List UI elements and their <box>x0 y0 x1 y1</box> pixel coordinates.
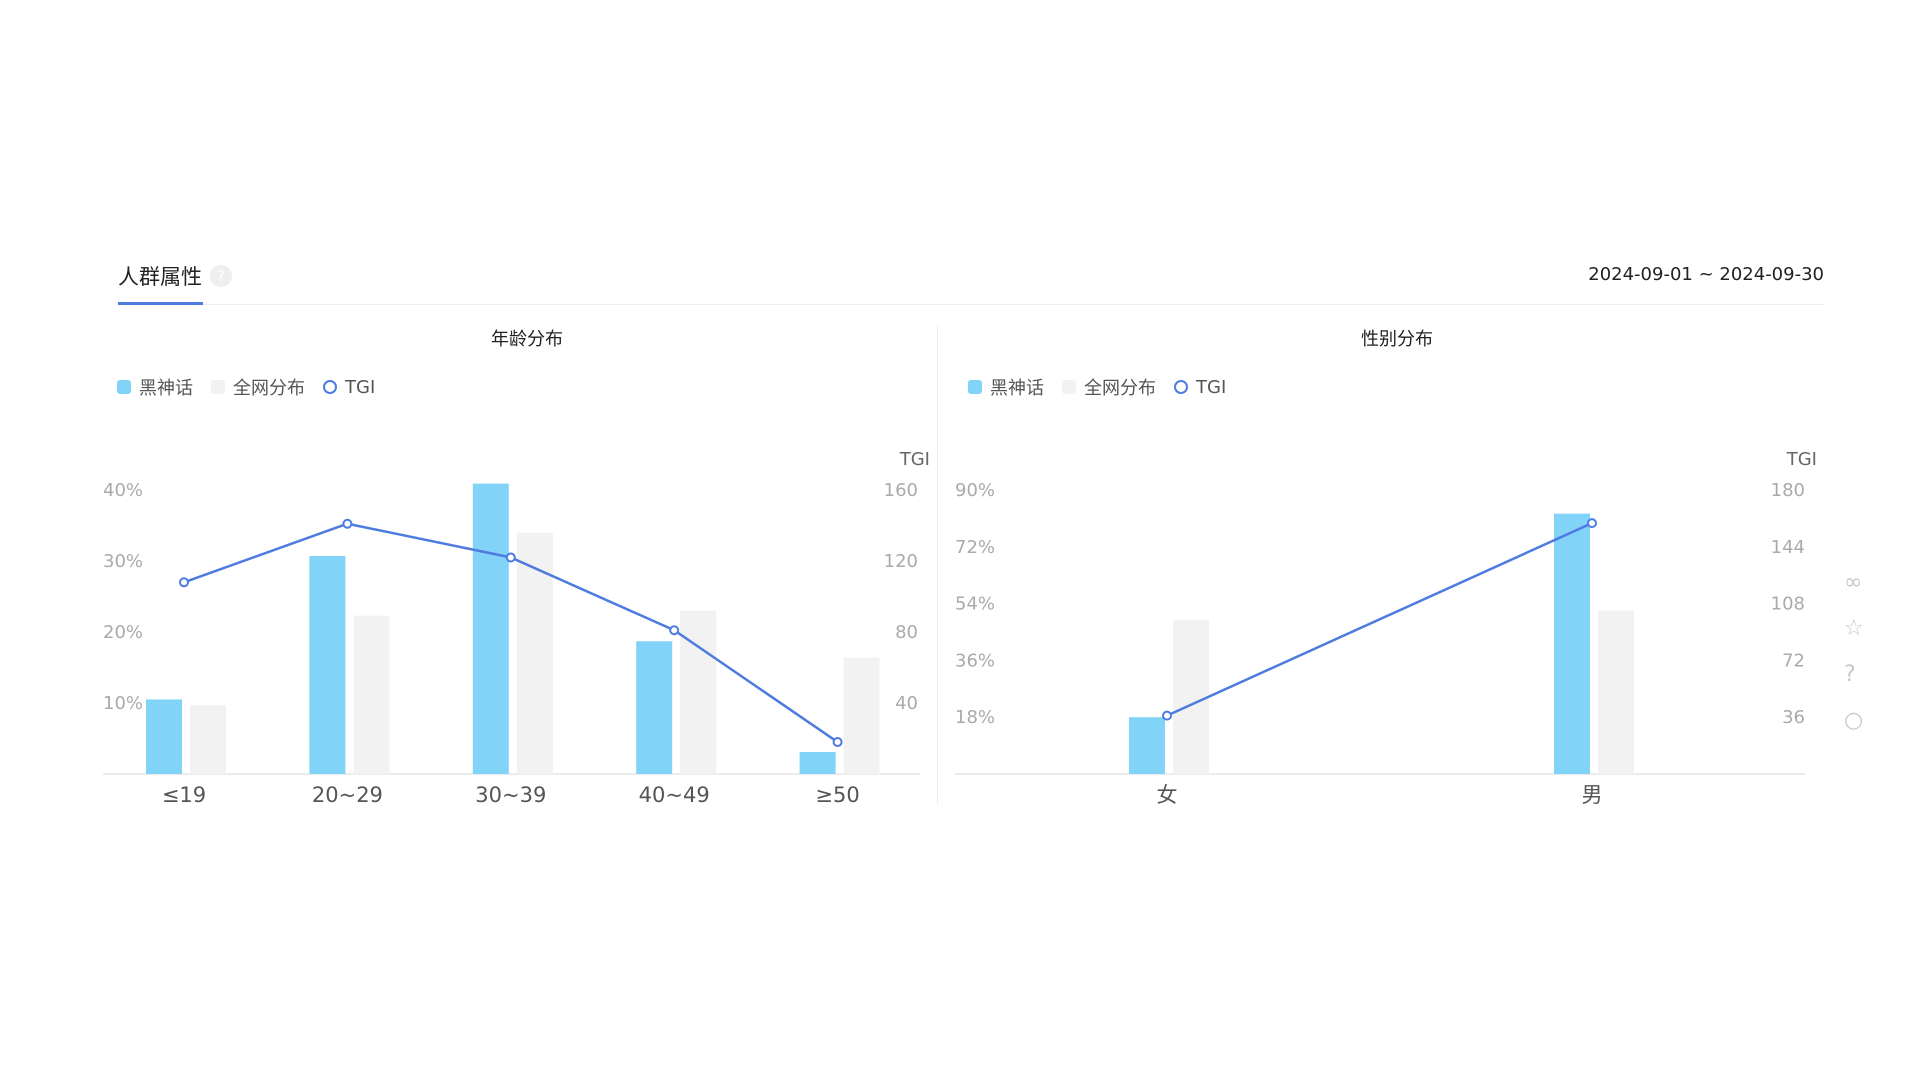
age-bar-series-a <box>636 641 673 774</box>
legend-item-tgi[interactable]: TGI <box>323 377 375 398</box>
gender-y-right-tick: 108 <box>1771 594 1805 615</box>
legend-swatch-tgi <box>1174 380 1188 394</box>
age-tgi-point <box>669 625 680 636</box>
age-y-right-tick: 160 <box>884 480 918 501</box>
age-x-tick-label: ≥50 <box>815 783 859 807</box>
gender-bar-series-a <box>1129 717 1165 774</box>
gender-y-right-tick: 180 <box>1771 480 1805 501</box>
tab-active-indicator <box>118 302 203 305</box>
legend-swatch-tgi <box>323 380 337 394</box>
age-y-left-tick: 10% <box>103 693 143 714</box>
age-bar-series-b <box>680 610 717 774</box>
legend-item-series-b[interactable]: 全网分布 <box>1062 374 1156 400</box>
gender-y-right-tick: 72 <box>1782 650 1805 671</box>
help-icon[interactable]: ? <box>210 265 232 287</box>
legend-label-series-b: 全网分布 <box>1084 378 1156 399</box>
legend-swatch-series-b <box>211 380 225 394</box>
gender-bar-series-b <box>1598 610 1634 774</box>
age-y-right-tick: 120 <box>884 551 918 572</box>
gender-y-right-tick: 36 <box>1782 707 1805 728</box>
gender-x-tick-label: 男 <box>1582 783 1603 807</box>
gender-bar-series-a <box>1554 513 1590 774</box>
gender-y-left-tick: 90% <box>955 480 995 501</box>
age-tgi-point <box>179 577 189 588</box>
age-bar-series-a <box>799 751 836 774</box>
gender-tgi-point <box>1162 710 1172 721</box>
gender-y-left-tick: 18% <box>955 707 995 728</box>
age-bar-series-a <box>146 699 182 774</box>
age-y-left-tick: 30% <box>103 551 143 572</box>
age-tgi-point <box>832 737 843 748</box>
gender-x-tick-label: 女 <box>1157 783 1178 807</box>
section-header: 人群属性 ? 2024-09-01 ~ 2024-09-30 <box>118 250 1824 305</box>
gender-y-left-tick: 72% <box>955 537 995 558</box>
gender-tgi-point <box>1587 518 1597 529</box>
age-chart-title: 年龄分布 <box>491 329 563 350</box>
age-bar-series-b <box>190 705 226 774</box>
gender-tgi-line <box>1166 521 1593 717</box>
panel-divider <box>937 325 938 805</box>
age-bar-series-a <box>472 483 509 774</box>
gender-y-right-tick: 144 <box>1771 537 1805 558</box>
age-tgi-point <box>505 552 516 563</box>
legend-item-series-b[interactable]: 全网分布 <box>211 374 305 400</box>
age-chart-legend: 黑神话 全网分布 TGI <box>117 374 393 400</box>
legend-item-tgi[interactable]: TGI <box>1174 377 1226 398</box>
legend-item-series-a[interactable]: 黑神话 <box>117 374 193 400</box>
date-range[interactable]: 2024-09-01 ~ 2024-09-30 <box>1588 264 1824 285</box>
legend-swatch-series-a <box>117 380 131 394</box>
legend-swatch-series-b <box>1062 380 1076 394</box>
side-toolbar: ∞ ☆ ? ○ <box>1844 560 1864 744</box>
gender-chart-legend: 黑神话 全网分布 TGI <box>968 374 1244 400</box>
legend-item-series-a[interactable]: 黑神话 <box>968 374 1044 400</box>
star-icon[interactable]: ☆ <box>1844 616 1864 641</box>
legend-label-tgi: TGI <box>345 376 376 398</box>
gender-chart-title: 性别分布 <box>1361 329 1433 350</box>
age-y-right-tick: 40 <box>895 693 918 714</box>
age-bar-series-b <box>353 615 390 774</box>
age-y-right-tick: 80 <box>895 622 918 643</box>
link-icon[interactable]: ∞ <box>1844 570 1863 595</box>
age-y-left-tick: 40% <box>103 480 143 501</box>
gender-y-left-tick: 54% <box>955 594 995 615</box>
age-x-tick-label: 40~49 <box>639 783 710 807</box>
age-y-right-label: TGI <box>899 449 930 470</box>
legend-label-series-a: 黑神话 <box>990 378 1044 399</box>
gender-y-left-tick: 36% <box>955 650 995 671</box>
legend-swatch-series-a <box>968 380 982 394</box>
legend-label-series-b: 全网分布 <box>233 378 305 399</box>
gender-y-right-label: TGI <box>1786 449 1817 470</box>
age-y-left-tick: 20% <box>103 622 143 643</box>
gender-bar-series-b <box>1173 620 1209 774</box>
age-x-tick-label: 20~29 <box>312 783 383 807</box>
age-x-tick-label: ≤19 <box>162 783 206 807</box>
age-x-tick-label: 30~39 <box>475 783 546 807</box>
legend-label-tgi: TGI <box>1196 376 1227 398</box>
age-bar-series-b <box>843 657 880 774</box>
help-circle-icon[interactable]: ? <box>1844 662 1856 687</box>
circle-icon[interactable]: ○ <box>1844 708 1864 733</box>
age-tgi-point <box>342 518 353 529</box>
age-bar-series-a <box>309 556 346 774</box>
legend-label-series-a: 黑神话 <box>139 378 193 399</box>
tab-audience-attributes[interactable]: 人群属性 ? <box>118 250 232 302</box>
tab-label: 人群属性 <box>118 265 202 289</box>
